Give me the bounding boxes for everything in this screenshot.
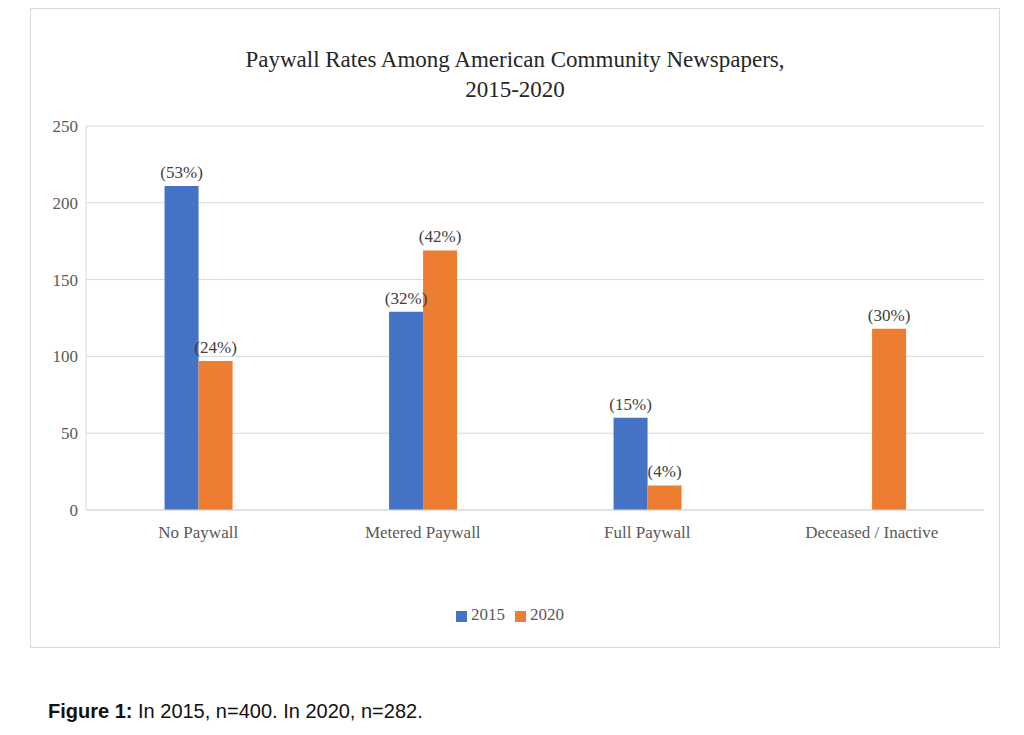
svg-text:(24%): (24%) (194, 338, 236, 357)
html-text:2015-2020: 2015-2020 (465, 77, 565, 102)
svg-text:(15%): (15%) (609, 395, 651, 414)
svg-text:(32%): (32%) (385, 289, 427, 308)
svg-text:Full Paywall: Full Paywall (604, 523, 691, 542)
svg-text:(30%): (30%) (868, 306, 910, 325)
html-text:Paywall Rates Among American C: Paywall Rates Among American Community N… (245, 47, 785, 72)
svg-text:No Paywall: No Paywall (158, 523, 238, 542)
svg-text:Deceased / Inactive: Deceased / Inactive (805, 523, 938, 542)
html-text:2015: 2015 (471, 605, 505, 624)
svg-text:250: 250 (53, 117, 79, 136)
svg-text:200: 200 (53, 194, 79, 213)
svg-text:(4%): (4%) (648, 462, 682, 481)
html-text:Figure 1: In 2015, n=400. In 2: Figure 1: In 2015, n=400. In 2020, n=282… (48, 700, 423, 722)
svg-text:50: 50 (61, 424, 78, 443)
svg-text:100: 100 (53, 347, 79, 366)
svg-text:(53%): (53%) (160, 163, 202, 182)
svg-text:0: 0 (70, 501, 79, 520)
svg-text:(42%): (42%) (419, 227, 461, 246)
html-text:2020: 2020 (530, 605, 564, 624)
svg-text:Metered Paywall: Metered Paywall (365, 523, 481, 542)
svg-text:150: 150 (53, 271, 79, 290)
